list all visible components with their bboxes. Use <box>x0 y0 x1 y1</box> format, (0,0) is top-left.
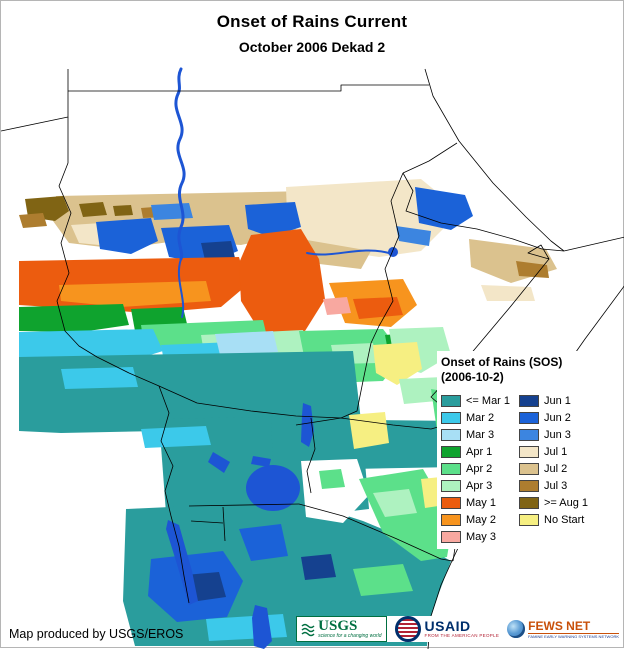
map-legend: Onset of Rains (SOS) (2006-10-2) <= Mar … <box>437 351 605 549</box>
legend-swatch <box>519 428 539 441</box>
legend-label: No Start <box>544 513 585 526</box>
nile-river <box>176 67 183 96</box>
legend-label: Apr 1 <box>466 445 493 458</box>
lake-victoria <box>246 465 300 511</box>
legend-columns: <= Mar 1 Mar 2 Mar 3 Apr 1 Apr 2 Apr 3 May 1 Ma… <box>441 392 603 545</box>
credit-text: Map produced by USGS/EROS <box>9 627 184 641</box>
logo-strip: USGS science for a changing world USAID … <box>296 616 619 642</box>
map-water <box>166 67 398 649</box>
usgs-logo-tagline: science for a changing world <box>318 633 382 639</box>
legend-subtitle: (2006-10-2) <box>441 370 504 384</box>
legend-item: Mar 3 <box>441 426 519 443</box>
usaid-logo: USAID FROM THE AMERICAN PEOPLE <box>394 616 500 642</box>
legend-title: Onset of Rains (SOS) <box>441 355 563 369</box>
legend-column-2: Jun 1 Jun 2 Jun 3 Jul 1 Jul 2 Jul 3 >= Aug 1 No… <box>519 392 597 545</box>
legend-swatch <box>519 496 539 509</box>
legend-label: May 2 <box>466 513 496 526</box>
fewsnet-logo: FEWS NET FAMINE EARLY WARNING SYSTEMS NE… <box>507 620 619 639</box>
legend-item: May 3 <box>441 528 519 545</box>
globe-icon <box>507 620 526 638</box>
header: Onset of Rains Current October 2006 Deka… <box>1 1 623 55</box>
legend-label: Apr 3 <box>466 479 493 492</box>
usgs-wave-icon <box>301 623 315 637</box>
legend-item: Jul 3 <box>519 477 597 494</box>
legend-label: <= Mar 1 <box>466 394 511 407</box>
legend-swatch <box>441 411 461 424</box>
legend-swatch <box>519 462 539 475</box>
usaid-seal-icon <box>394 616 421 642</box>
legend-label: May 3 <box>466 530 496 543</box>
fewsnet-logo-tagline: FAMINE EARLY WARNING SYSTEMS NETWORK <box>528 632 619 639</box>
usgs-logo: USGS science for a changing world <box>296 616 387 642</box>
legend-item: Apr 3 <box>441 477 519 494</box>
lake-turkana <box>301 403 314 447</box>
legend-swatch <box>441 530 461 543</box>
legend-label: Jun 3 <box>544 428 571 441</box>
legend-swatch <box>441 394 461 407</box>
page-subtitle: October 2006 Dekad 2 <box>238 39 386 55</box>
legend-label: May 1 <box>466 496 496 509</box>
legend-item: <= Mar 1 <box>441 392 519 409</box>
legend-item: Jun 3 <box>519 426 597 443</box>
legend-swatch <box>519 479 539 492</box>
legend-label: Jul 3 <box>544 479 568 492</box>
legend-item: May 1 <box>441 494 519 511</box>
lake-albert <box>208 452 230 473</box>
nile-river <box>174 92 186 261</box>
legend-label: Jul 1 <box>544 445 568 458</box>
lake-tana <box>388 247 398 257</box>
usaid-logo-text: USAID <box>424 618 471 634</box>
legend-swatch <box>441 428 461 441</box>
legend-label: Mar 2 <box>466 411 495 424</box>
legend-item: Jun 1 <box>519 392 597 409</box>
legend-item: Jul 2 <box>519 460 597 477</box>
legend-swatch <box>441 479 461 492</box>
usaid-logo-tagline: FROM THE AMERICAN PEOPLE <box>424 633 500 638</box>
legend-label: Jul 2 <box>544 462 568 475</box>
legend-item: Apr 2 <box>441 460 519 477</box>
legend-column-1: <= Mar 1 Mar 2 Mar 3 Apr 1 Apr 2 Apr 3 May 1 Ma… <box>441 392 519 545</box>
legend-label: >= Aug 1 <box>544 496 589 509</box>
legend-label: Jun 1 <box>544 394 571 407</box>
fewsnet-logo-text: FEWS NET <box>528 618 591 633</box>
usgs-logo-text: USGS <box>318 618 358 634</box>
legend-label: Mar 3 <box>466 428 495 441</box>
blue-nile-river <box>306 249 390 256</box>
legend-swatch <box>519 411 539 424</box>
legend-item: Jul 1 <box>519 443 597 460</box>
legend-swatch <box>519 394 539 407</box>
legend-item: May 2 <box>441 511 519 528</box>
lake-malawi <box>252 605 272 649</box>
legend-label: Apr 2 <box>466 462 493 475</box>
legend-item: Mar 2 <box>441 409 519 426</box>
legend-swatch <box>519 513 539 526</box>
legend-item: >= Aug 1 <box>519 494 597 511</box>
legend-item: Jun 2 <box>519 409 597 426</box>
legend-swatch <box>441 496 461 509</box>
legend-swatch <box>441 513 461 526</box>
page-title: Onset of Rains Current <box>216 12 408 31</box>
legend-item: No Start <box>519 511 597 528</box>
legend-swatch <box>441 445 461 458</box>
white-nile-river <box>177 258 185 318</box>
lake-kyoga <box>251 456 271 467</box>
legend-label: Jun 2 <box>544 411 571 424</box>
legend-item: Apr 1 <box>441 443 519 460</box>
legend-swatch <box>519 445 539 458</box>
legend-swatch <box>441 462 461 475</box>
